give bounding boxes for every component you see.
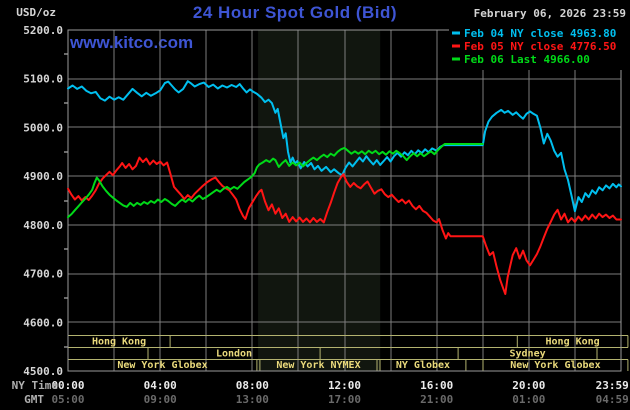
series-line-feb-06 — [67, 143, 484, 219]
y-axis-tick-label: 5000.0 — [23, 121, 63, 134]
y-axis-tick-label: 4500.0 — [23, 365, 63, 378]
x-axis-gmt-label: 21:00 — [420, 393, 453, 406]
y-axis-tick-label: 4600.0 — [23, 316, 63, 329]
x-axis-ny-label: 08:00 — [236, 379, 269, 392]
session-label: New York Globex — [510, 360, 600, 371]
session-label: Hong Kong — [546, 337, 600, 348]
x-axis-ny-label: 16:00 — [420, 379, 453, 392]
gmt-caption: GMT — [24, 393, 44, 406]
series-line-feb-05 — [67, 156, 622, 295]
x-axis-ny-label: 20:00 — [512, 379, 545, 392]
session-label: Hong Kong — [92, 337, 146, 348]
y-axis-tick-label: 4700.0 — [23, 268, 63, 281]
x-axis-gmt-label: 17:00 — [328, 393, 361, 406]
session-label: New York NYMEX — [276, 360, 360, 371]
legend-background — [449, 23, 627, 70]
y-axis-tick-label: 4800.0 — [23, 219, 63, 232]
x-axis-gmt-label: 01:00 — [512, 393, 545, 406]
chart-title: 24 Hour Spot Gold (Bid) — [192, 3, 398, 22]
x-axis-gmt-label: 05:00 — [51, 393, 84, 406]
x-axis-ny-label: 12:00 — [328, 379, 361, 392]
session-label: New York Globex — [117, 360, 207, 371]
y-axis-tick-label: 5100.0 — [23, 73, 63, 86]
legend-item-label: Feb 05 NY close 4776.50 — [464, 40, 616, 53]
y-axis-tick-label: 5200.0 — [23, 24, 63, 37]
session-label: Sydney — [510, 349, 546, 360]
x-axis-gmt-label: 04:59 — [596, 393, 629, 406]
x-axis-ny-label: 23:59 — [596, 379, 629, 392]
x-axis-gmt-label: 13:00 — [236, 393, 269, 406]
session-label: London — [216, 349, 252, 360]
chart-datetime: February 06, 2026 23:59 — [473, 7, 626, 20]
ny-time-caption: NY Time — [12, 379, 59, 392]
legend-item-label: Feb 04 NY close 4963.80 — [464, 27, 616, 40]
x-axis-ny-label: 04:00 — [144, 379, 177, 392]
y-axis-tick-label: 4900.0 — [23, 170, 63, 183]
session-label: NY Globex — [396, 360, 450, 371]
price-unit-label: USD/oz — [16, 6, 56, 19]
nymex-session-band — [258, 30, 381, 371]
x-axis-gmt-label: 09:00 — [144, 393, 177, 406]
plot-border — [67, 29, 622, 372]
legend-item-label: Feb 06 Last 4966.00 — [464, 53, 590, 66]
kitco-watermark-link[interactable]: www.kitco.com — [70, 33, 194, 52]
x-axis-ny-label: 00:00 — [51, 379, 84, 392]
